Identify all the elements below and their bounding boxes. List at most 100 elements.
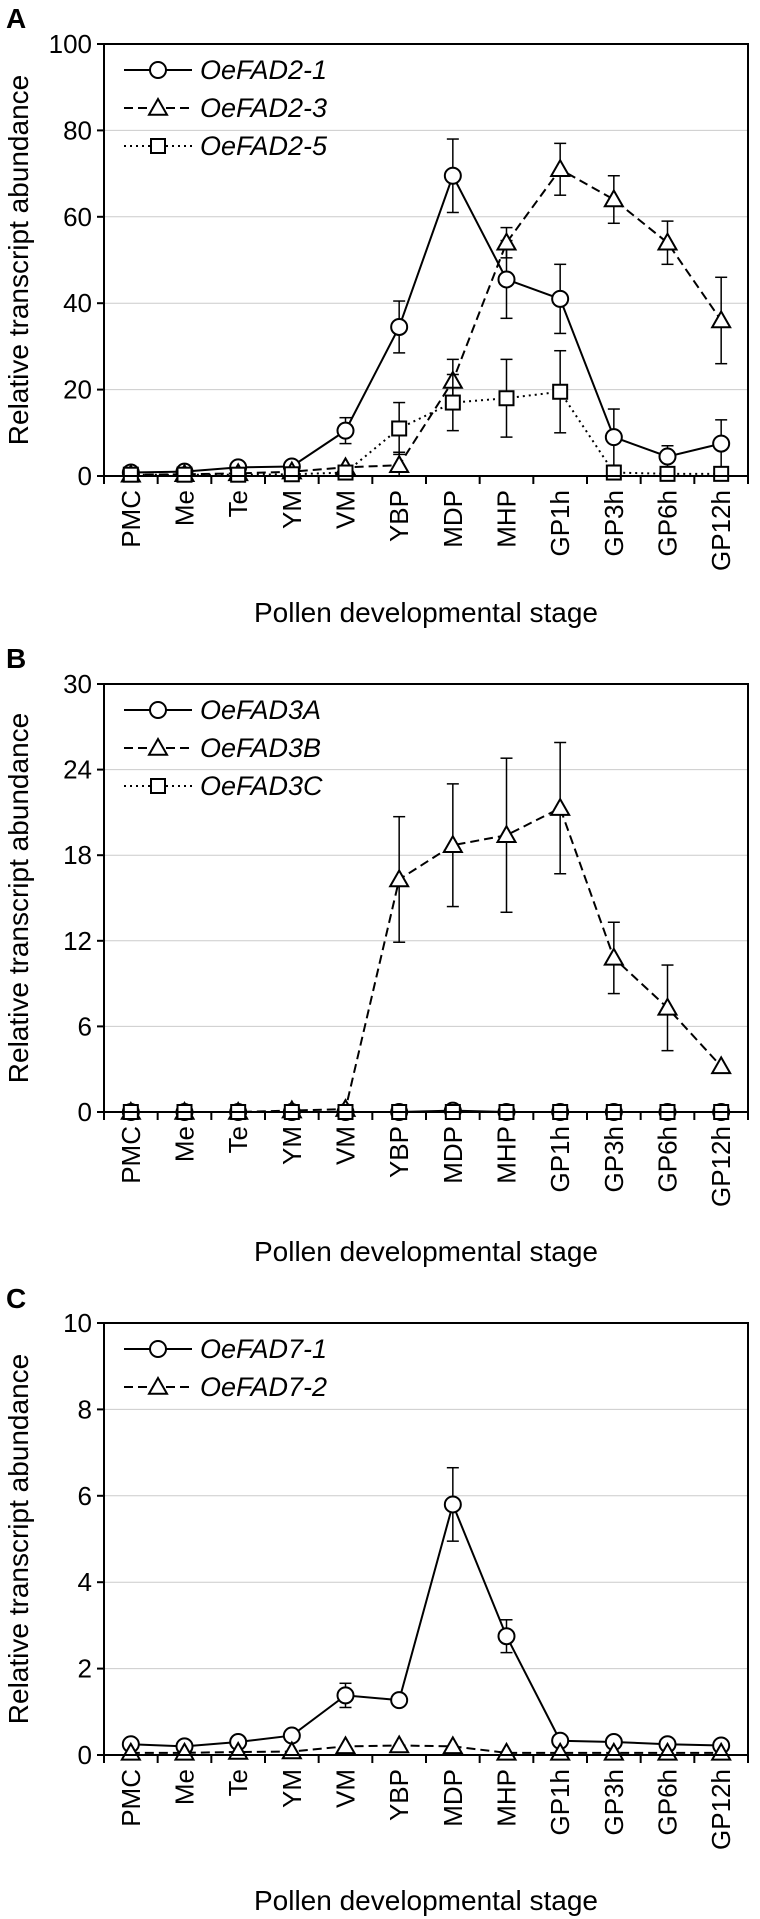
chart-a-legend-marker-2: [150, 138, 166, 154]
chart-c-ytick-label-3: 6: [78, 1481, 92, 1511]
chart-panel-b: 0 6 12 18 24 30 PMC Me Te YM VM YBP MDP MHP GP1h GP3h GP…: [0, 640, 760, 1280]
chart-a-panel-label: A: [6, 3, 26, 34]
chart-c-xtick-label-9: GP3h: [599, 1769, 629, 1836]
chart-b-xtick-label-9: GP3h: [599, 1126, 629, 1193]
chart-a-point-0-7: [497, 270, 516, 289]
chart-c-point-1-6: [442, 1735, 464, 1755]
chart-b-y-axis-label: Relative transcript abundance: [3, 713, 34, 1083]
chart-a-point-2-10: [659, 465, 676, 482]
chart-c-x-axis-label: Pollen developmental stage: [254, 1885, 598, 1916]
chart-a-y-axis-label: Relative transcript abundance: [3, 75, 34, 445]
chart-b-ytick-label-2: 12: [63, 926, 92, 956]
chart-b-xtick-label-7: MHP: [492, 1126, 522, 1184]
chart-a-legend-label-2: OeFAD2-5: [200, 131, 328, 161]
chart-a-xtick-label-5: YBP: [384, 490, 414, 542]
chart-b-ytick-label-3: 18: [63, 840, 92, 870]
chart-c-xtick-label-6: MDP: [438, 1769, 468, 1827]
chart-a-ytick-label-0: 0: [78, 461, 92, 491]
chart-a-point-0-11: [712, 434, 731, 453]
chart-b-point-1-7: [495, 824, 518, 843]
chart-a-legend-marker-1: [147, 96, 169, 116]
chart-c-xtick-label-1: Me: [170, 1769, 200, 1805]
chart-b-legend-label-0: OeFAD3A: [200, 695, 321, 725]
chart-c-xtick-label-3: YM: [277, 1769, 307, 1808]
chart-c-ytick-label-0: 0: [78, 1740, 92, 1770]
chart-c-xtick-label-4: VM: [331, 1769, 361, 1808]
chart-b-ytick-label-0: 0: [78, 1097, 92, 1127]
chart-a-xtick-label-10: GP6h: [653, 490, 683, 557]
chart-c-xtick-label-7: MHP: [492, 1769, 522, 1827]
chart-a-xtick-label-8: GP1h: [545, 490, 575, 557]
chart-c-legend-marker-1: [147, 1375, 169, 1395]
chart-c-point-0-6: [443, 1495, 462, 1514]
chart-c-point-1-4: [334, 1735, 357, 1755]
chart-a-point-1-5: [388, 454, 410, 473]
chart-a-point-2-8: [552, 383, 569, 400]
chart-a-ytick-label-2: 40: [63, 288, 92, 318]
chart-c-series-line-0: [130, 1501, 722, 1748]
chart-c-ytick-label-4: 8: [78, 1394, 92, 1424]
chart-b-point-1-11: [710, 1055, 732, 1075]
chart-b-ytick-label-4: 24: [63, 755, 92, 785]
chart-a-xtick-label-3: YM: [277, 490, 307, 529]
chart-a-point-0-9: [604, 428, 623, 447]
chart-a-point-2-3: [283, 466, 300, 483]
chart-c-point-0-7: [497, 1627, 516, 1646]
chart-c-xtick-label-11: GP12h: [706, 1769, 736, 1850]
chart-b-xtick-label-1: Me: [170, 1126, 200, 1162]
chart-a-series-line-0: [130, 173, 722, 474]
chart-a-point-0-10: [658, 447, 677, 466]
chart-a-x-axis-label: Pollen developmental stage: [254, 597, 598, 628]
chart-a-xtick-label-9: GP3h: [599, 490, 629, 557]
chart-a-ytick-label-1: 20: [63, 375, 92, 405]
chart-b-point-1-9: [603, 946, 625, 966]
chart-b-xtick-label-2: Te: [223, 1126, 253, 1153]
chart-b-xtick-label-6: MDP: [438, 1126, 468, 1184]
chart-a-series-line-1: [130, 167, 722, 476]
chart-a-point-0-5: [390, 317, 409, 336]
chart-a-point-2-2: [230, 466, 247, 483]
chart-a-xtick-label-6: MDP: [438, 490, 468, 548]
chart-c-svg: 0 2 4 6 8 10 PMC Me Te YM VM YBP MDP MHP GP1h GP3h GP6h G…: [3, 1283, 749, 1916]
chart-a-ytick-label-3: 60: [63, 202, 92, 232]
chart-a-point-1-9: [603, 188, 625, 208]
chart-b-xtick-label-0: PMC: [116, 1126, 146, 1184]
chart-b-legend-label-1: OeFAD3B: [200, 733, 321, 763]
chart-a-point-1-11: [710, 309, 732, 329]
chart-c-legend-label-0: OeFAD7-1: [200, 1334, 327, 1364]
chart-b-x-axis-label: Pollen developmental stage: [254, 1236, 598, 1267]
chart-c-panel-label: C: [6, 1283, 26, 1314]
chart-c-series-line-1: [130, 1744, 722, 1754]
chart-a-point-0-6: [443, 166, 462, 185]
chart-b-panel-label: B: [6, 643, 26, 674]
chart-a-point-2-4: [337, 464, 354, 481]
chart-c-ytick-label-5: 10: [63, 1308, 92, 1338]
chart-b-xtick-label-11: GP12h: [706, 1126, 736, 1207]
chart-c-legend-label-1: OeFAD7-2: [200, 1372, 327, 1402]
chart-b-legend-label-2: OeFAD3C: [200, 771, 323, 801]
chart-a-xtick-label-1: Me: [170, 490, 200, 526]
chart-a-ytick-label-4: 80: [63, 115, 92, 145]
chart-b-xtick-label-4: VM: [331, 1126, 361, 1165]
chart-a-point-2-9: [605, 464, 622, 481]
chart-b-point-1-10: [656, 996, 679, 1016]
chart-c-point-1-5: [388, 1734, 410, 1754]
chart-b-series-line-1: [130, 806, 722, 1113]
chart-c-y-axis-label: Relative transcript abundance: [3, 1354, 34, 1724]
chart-c-xtick-label-8: GP1h: [545, 1769, 575, 1836]
chart-a-ytick-label-5: 100: [49, 29, 92, 59]
chart-b-legend-marker-1: [147, 736, 169, 756]
chart-b-point-1-8: [549, 797, 571, 816]
chart-c-ytick-label-1: 2: [78, 1654, 92, 1684]
chart-panel-a: 0 20 40 60 80 100 PMC Me Te YM VM YBP MDP MHP GP1h GP3h…: [0, 0, 760, 640]
chart-a-xtick-label-7: MHP: [492, 490, 522, 548]
chart-a-point-2-0: [122, 466, 139, 483]
chart-c-point-0-5: [390, 1691, 409, 1710]
chart-b-point-1-6: [442, 834, 464, 853]
chart-a-point-1-8: [549, 158, 571, 178]
chart-a-legend-label-0: OeFAD2-1: [200, 55, 327, 85]
chart-a-xtick-label-11: GP12h: [706, 490, 736, 571]
chart-b-xtick-label-5: YBP: [384, 1126, 414, 1178]
chart-a-point-2-11: [713, 465, 730, 482]
chart-b-point-1-5: [388, 868, 410, 888]
